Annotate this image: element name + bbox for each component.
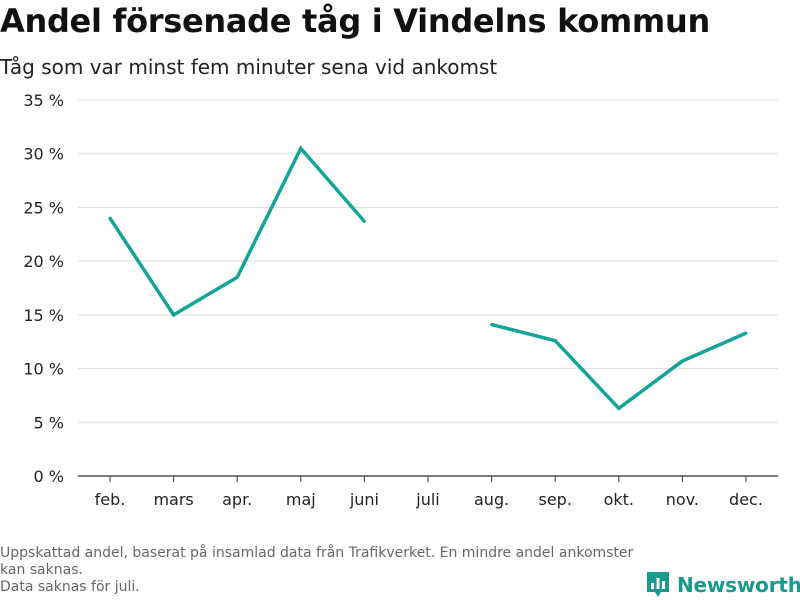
x-tick-label: sep. [538,490,571,509]
x-tick-label: feb. [95,490,126,509]
x-tick-label: juli [415,490,439,509]
gridlines [78,99,778,477]
series-line [108,145,366,318]
data-point [490,323,494,327]
x-tick-label: aug. [474,490,509,509]
x-tick-label: okt. [604,490,634,509]
data-point [553,339,557,343]
brand-logo: Newsworthy [645,570,800,600]
series-line [491,322,747,411]
x-axis: feb. mars apr. maj juni juli aug. sep. okt. nov. d… [95,476,763,509]
data-point [744,331,748,335]
brand-name: Newsworthy [677,573,800,597]
y-tick-label: 30 % [23,145,64,164]
y-tick-label: 20 % [23,252,64,271]
footnote: Uppskattad andel, baserat på insamlad da… [0,545,640,596]
bar-chart-icon [647,572,669,597]
footnote-line: Data saknas för juli. [0,579,140,595]
data-point [172,313,176,317]
data-point [108,216,112,220]
line-chart: 0 % 5 % 10 % 15 % 20 % 25 % 30 % 35 % feb. mars a… [23,91,778,509]
data-point [362,219,366,223]
data-point [299,146,303,150]
data-point [235,275,239,279]
x-tick-label: maj [286,490,316,509]
series-lines [108,145,748,411]
chart-subtitle: Tåg som var minst fem minuter sena vid a… [0,55,498,79]
y-tick-label: 10 % [23,360,64,379]
y-tick-label: 25 % [23,198,64,217]
y-tick-label: 35 % [23,91,64,110]
y-axis: 0 % 5 % 10 % 15 % 20 % 25 % 30 % 35 % [23,91,64,486]
data-point [617,406,621,410]
footnote-line: Uppskattad andel, baserat på insamlad da… [0,545,634,578]
chart-title: Andel försenade tåg i Vindelns kommun [0,2,710,40]
y-tick-label: 15 % [23,306,64,325]
data-point [680,359,684,363]
x-tick-label: apr. [222,490,252,509]
x-tick-label: juni [349,490,379,509]
y-tick-label: 5 % [34,413,64,432]
x-tick-label: nov. [666,490,699,509]
x-tick-label: dec. [729,490,763,509]
x-tick-label: mars [153,490,193,509]
y-tick-label: 0 % [34,467,64,486]
